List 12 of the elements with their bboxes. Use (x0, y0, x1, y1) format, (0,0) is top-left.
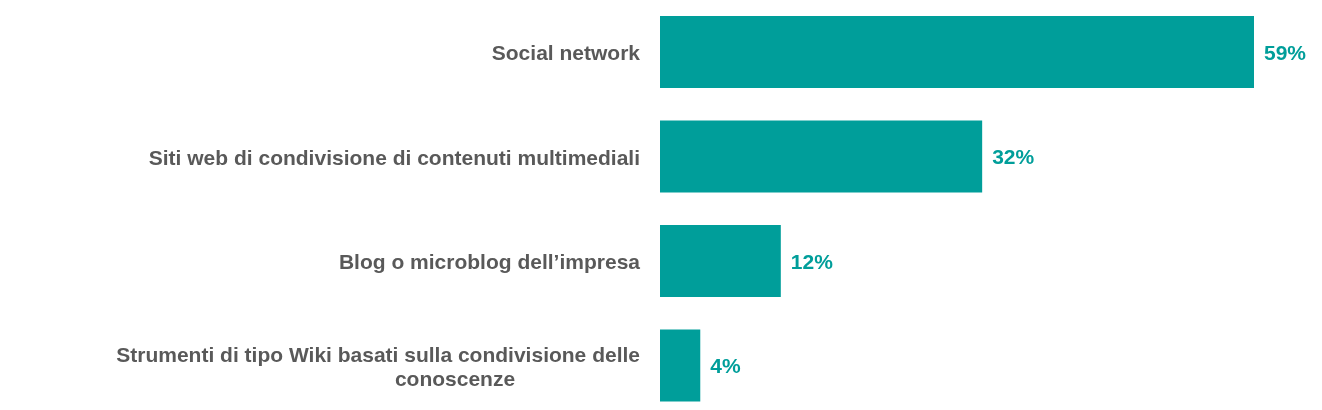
bar (660, 16, 1254, 88)
bar (660, 329, 701, 402)
bar (660, 225, 781, 297)
data-label: 12% (790, 249, 834, 273)
bar (660, 120, 983, 193)
y-tick-label: Siti web di condivisione di contenuti multimediali (148, 145, 640, 169)
data-label: 4% (710, 354, 741, 377)
y-tick-label: Blog o microblog dell’impresa (338, 249, 641, 273)
data-label: 32% (992, 145, 1035, 168)
y-tick-label: Social network (491, 40, 641, 64)
y-tick-label: Strumenti di tipo Wiki basati sulla condivisione delle conoscenze (116, 342, 640, 390)
data-label: 59% (1264, 40, 1307, 64)
